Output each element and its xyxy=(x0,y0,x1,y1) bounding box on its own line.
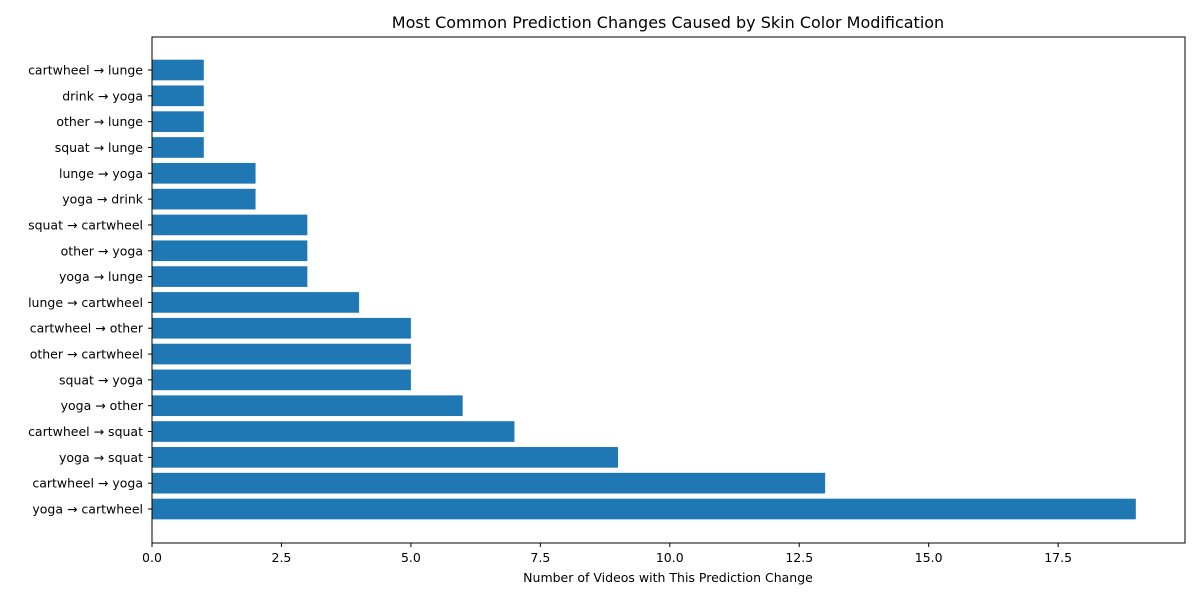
x-tick-label: 12.5 xyxy=(785,550,813,565)
bar xyxy=(152,292,360,313)
y-tick-label: squat → lunge xyxy=(55,140,144,155)
y-tick-label: cartwheel → other xyxy=(30,321,144,336)
y-tick-label: yoga → cartwheel xyxy=(32,502,143,517)
bar xyxy=(152,343,411,365)
bar xyxy=(152,240,308,262)
bar xyxy=(152,162,256,184)
plot-frame xyxy=(151,36,1186,544)
y-tick-label: cartwheel → yoga xyxy=(32,476,143,491)
bar xyxy=(152,214,308,236)
y-tick-label: squat → cartwheel xyxy=(28,217,143,232)
y-tick-label: other → lunge xyxy=(56,114,143,129)
x-tick-label: 2.5 xyxy=(272,550,292,565)
bar xyxy=(152,137,204,158)
x-tick-label: 0.0 xyxy=(142,550,162,565)
bar xyxy=(152,421,515,442)
y-tick-label: yoga → squat xyxy=(59,450,143,465)
x-tick-label: 10.0 xyxy=(656,550,684,565)
x-tick-label: 17.5 xyxy=(1044,550,1072,565)
bar xyxy=(152,447,619,468)
bar xyxy=(152,472,826,494)
y-tick-label: cartwheel → squat xyxy=(28,424,143,439)
bar xyxy=(152,395,463,417)
y-tick-label: lunge → cartwheel xyxy=(28,295,143,310)
bar xyxy=(152,369,411,391)
y-tick-label: squat → yoga xyxy=(59,372,143,387)
y-tick-label: other → cartwheel xyxy=(30,347,143,362)
bars-group xyxy=(152,59,1136,520)
y-tick-label: yoga → other xyxy=(61,398,144,413)
bar xyxy=(152,85,204,107)
y-tick-label: cartwheel → lunge xyxy=(28,63,143,78)
bar xyxy=(152,111,204,132)
x-axis-label: Number of Videos with This Prediction Ch… xyxy=(523,570,813,585)
y-axis-ticks: yoga → cartwheel cartwheel → yoga yoga → s… xyxy=(28,63,152,517)
x-tick-label: 15.0 xyxy=(915,550,943,565)
bar xyxy=(152,59,204,81)
bar xyxy=(152,188,256,210)
chart-title: Most Common Prediction Changes Caused by… xyxy=(392,13,944,32)
x-axis-ticks: 0.0 2.5 5.0 7.5 10.0 12.5 15.0 17.5 xyxy=(142,543,1072,565)
bar xyxy=(152,317,411,339)
x-tick-label: 7.5 xyxy=(530,550,550,565)
bar xyxy=(152,266,308,287)
y-tick-label: yoga → drink xyxy=(62,192,144,207)
y-tick-label: lunge → yoga xyxy=(59,166,143,181)
x-tick-label: 5.0 xyxy=(401,550,421,565)
y-tick-label: drink → yoga xyxy=(62,88,143,103)
bar xyxy=(152,498,1136,520)
y-tick-label: yoga → lunge xyxy=(59,269,143,284)
y-tick-label: other → yoga xyxy=(61,243,143,258)
